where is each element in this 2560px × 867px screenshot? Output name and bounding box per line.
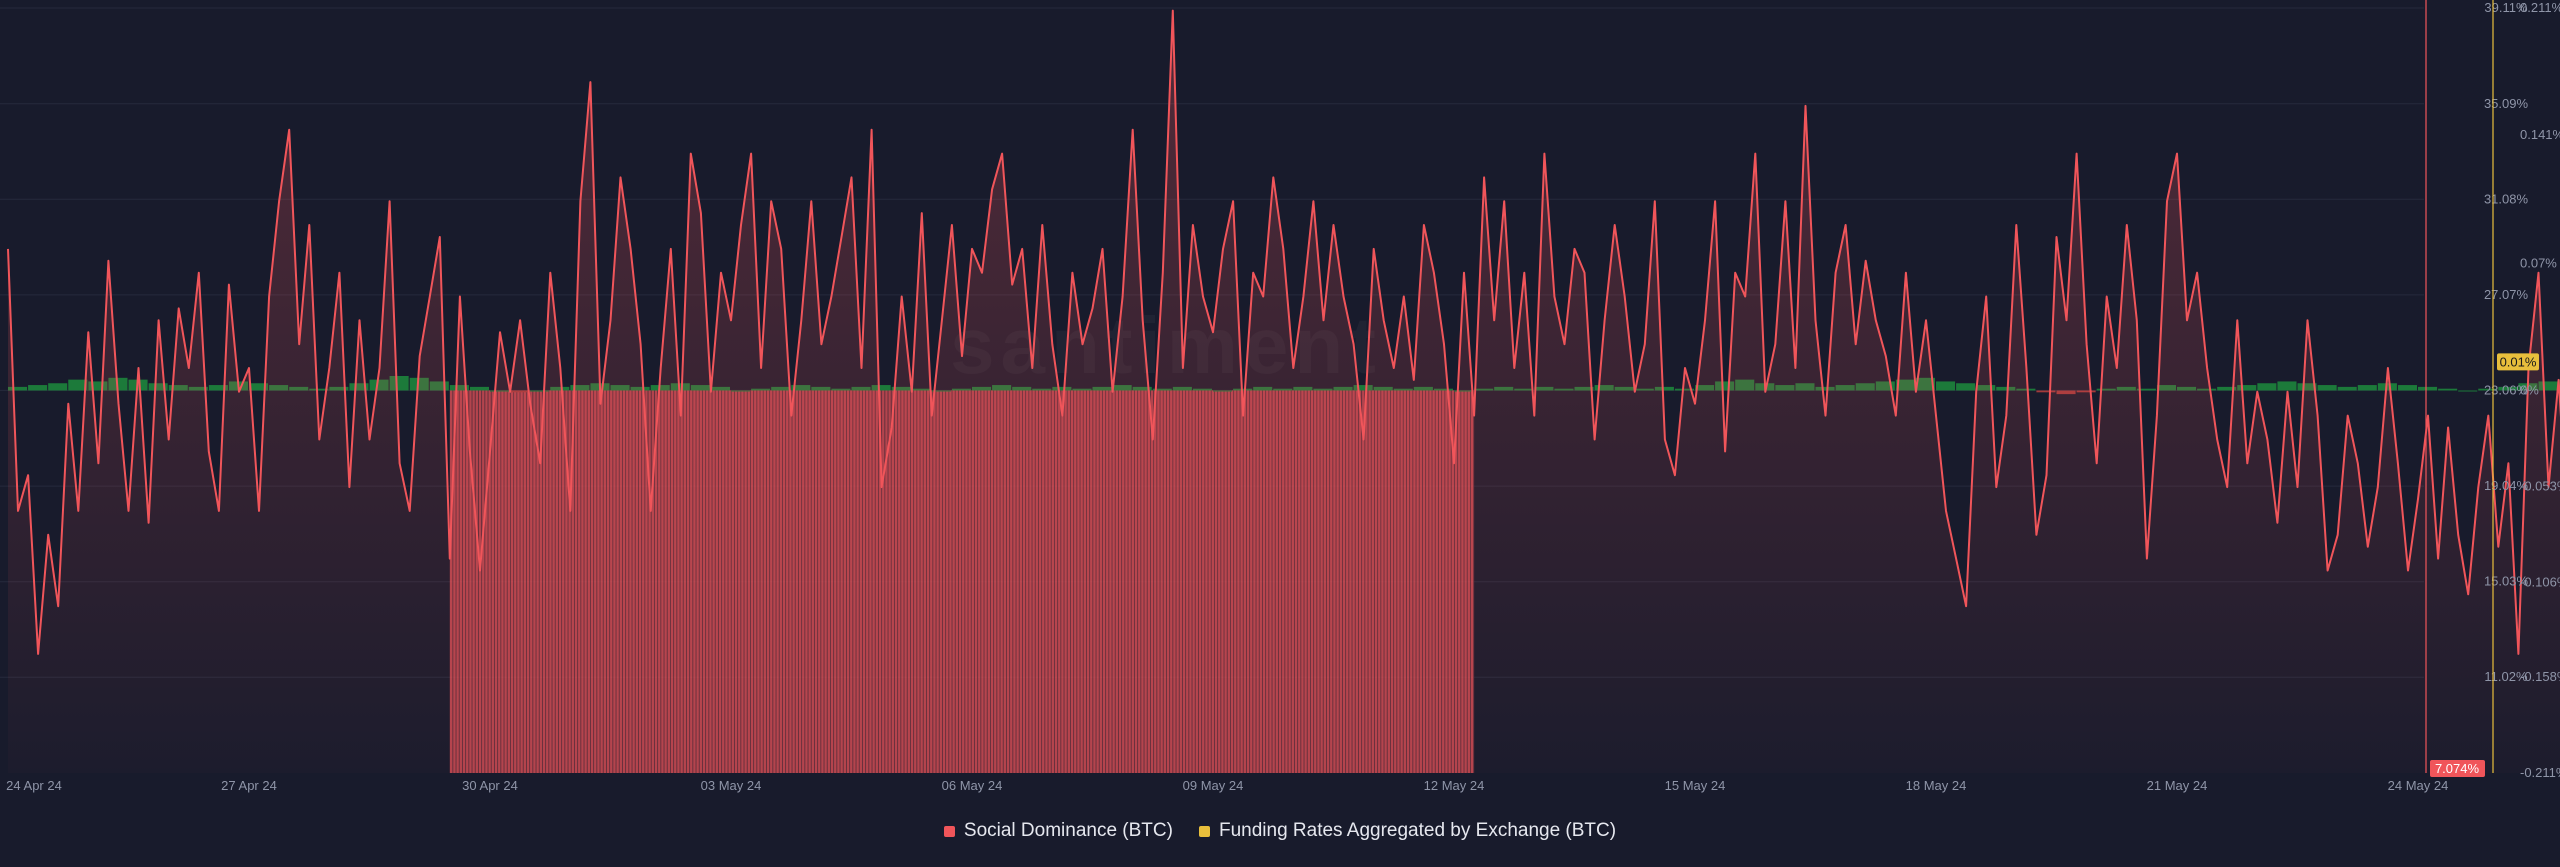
x-tick-label: 30 Apr 24 [462,778,518,793]
x-tick-label: 09 May 24 [1183,778,1244,793]
funding-bar [1052,386,1072,391]
funding-bar [2317,385,2337,391]
funding-bar [469,386,489,391]
funding-bar [8,386,28,391]
axes: 39.11% 35.09% 31.08% 27.07% 23.06% 19.04% 15.0… [6,0,2560,793]
y-tick-label-social: 23.06% [2484,382,2529,397]
funding-bar [1353,385,1373,391]
x-tick-label: 06 May 24 [942,778,1003,793]
y-tick-label-funding: 0% [2520,383,2539,398]
funding-bar [530,390,550,392]
social-dominance-area [8,10,2560,773]
funding-bar [249,383,269,391]
funding-bar [2438,388,2458,391]
funding-bar [2337,386,2357,391]
value-badges: 7.074% 0.01% [2430,353,2539,777]
social-dominance-line [7,9,2560,655]
x-tick-label: 15 May 24 [1665,778,1726,793]
funding-bar [28,385,48,391]
legend-item-funding[interactable]: Funding Rates Aggregated by Exchange (BT… [1198,820,1617,842]
funding-bar [2237,385,2257,391]
legend-swatch-funding [1198,825,1210,837]
legend-item-social[interactable]: Social Dominance (BTC) [943,820,1173,842]
funding-bar [1996,386,2016,391]
funding-value-badge [2497,353,2539,371]
funding-bar [2036,390,2056,393]
funding-bar [1936,381,1956,391]
funding-bar [1815,386,1835,391]
funding-bar [309,388,329,391]
y-tick-label-funding: -0.106% [2520,575,2560,590]
funding-bar [2217,386,2237,391]
funding-bar [2277,381,2297,391]
funding-bar [68,379,88,391]
funding-bar [48,383,68,391]
funding-bar [2257,383,2277,391]
x-tick-label: 18 May 24 [1906,778,1967,793]
x-tick-label: 21 May 24 [2147,778,2208,793]
funding-bar [2538,381,2558,391]
funding-bar [2498,386,2518,391]
x-tick-label: 12 May 24 [1424,778,1485,793]
funding-bar [670,383,690,391]
funding-bar [2458,390,2478,392]
funding-bar [1654,386,1674,391]
x-tick-label: 27 Apr 24 [221,778,277,793]
funding-bar [1715,381,1735,391]
y-tick-label-social: 27.07% [2484,287,2529,302]
y-tick-label-social: 19.04% [2484,478,2529,493]
funding-bar [2397,385,2417,391]
funding-bar [2357,385,2377,391]
y-tick-label-funding: 0.211% [2520,0,2560,15]
legend-label-funding: Funding Rates Aggregated by Exchange (BT… [1218,820,1617,841]
y-tick-label-funding: 0.07% [2520,256,2557,271]
y-tick-label-social: 15.03% [2484,574,2529,589]
social-dominance-series [7,9,2560,773]
y-tick-label-funding: -0.211% [2520,765,2560,780]
legend-label-social: Social Dominance (BTC) [963,820,1173,841]
funding-bar [2478,388,2498,391]
y-tick-label-social: 11.02% [2484,669,2528,684]
x-tick-label: 24 Apr 24 [6,778,62,793]
x-tick-label: 24 May 24 [2388,778,2449,793]
funding-bar [208,385,228,391]
funding-bar [2418,386,2438,391]
funding-bar [1956,383,1976,391]
y-tick-label-funding: -0.158% [2520,669,2560,684]
y-tick-label-funding: -0.053% [2520,479,2560,494]
social-value-badge-text: 7.074% [2435,761,2480,776]
y-tick-label-social: 35.09% [2484,96,2529,111]
legend-swatch-social [943,825,955,837]
social-value-badge [2430,760,2485,777]
funding-bar [871,385,891,391]
legend: Social Dominance (BTC) Funding Rates Agg… [0,820,2560,842]
y-tick-label-social: 31.08% [2484,191,2529,206]
x-tick-label: 03 May 24 [701,778,762,793]
funding-bar [88,381,108,391]
funding-value-badge-text: 0.01% [2500,354,2537,369]
y-tick-label-funding: 0.141% [2520,127,2560,142]
y-tick-label-social: 39.11% [2484,0,2528,15]
funding-bar [2136,388,2156,391]
